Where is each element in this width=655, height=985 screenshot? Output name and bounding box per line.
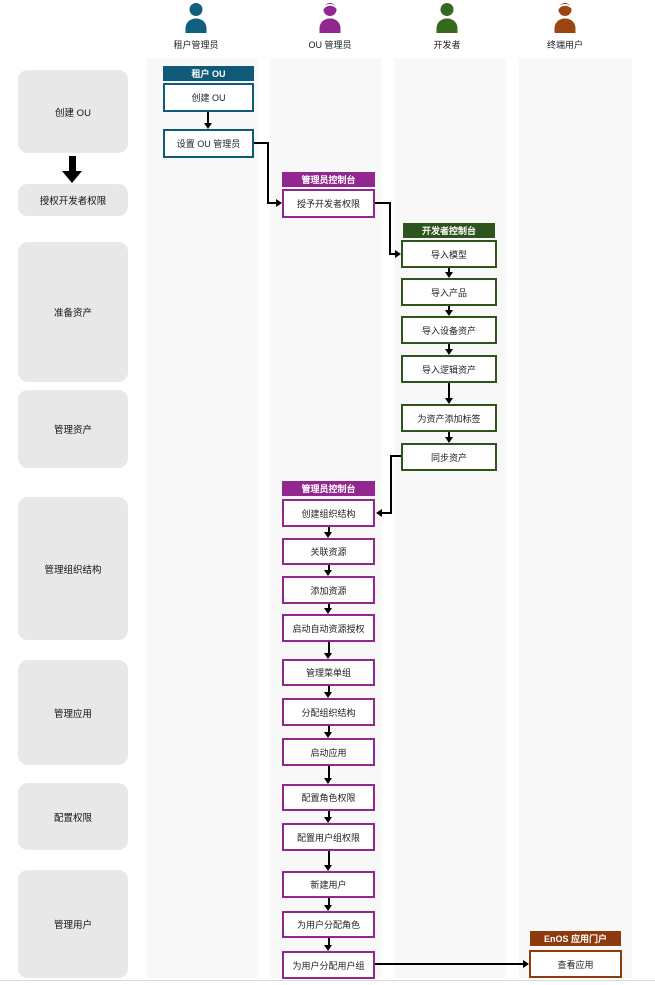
node-add-resources: 添加资源 (282, 576, 375, 604)
flow-arrow (324, 851, 333, 871)
flow-arrow (324, 766, 333, 784)
role-label: OU 管理员 (308, 40, 352, 50)
node-assign-org-structure: 分配组织结构 (282, 698, 375, 726)
stage-manage-apps: 管理应用 (18, 660, 128, 765)
flow-arrow (444, 344, 454, 355)
lane-developer (394, 58, 506, 978)
role-end-user: 终端用户 (525, 2, 605, 51)
flow-arrow (444, 432, 454, 443)
node-sync-assets: 同步资产 (401, 443, 497, 471)
person-icon (183, 2, 209, 34)
connector-segment (382, 512, 392, 514)
flow-arrow (203, 112, 213, 129)
flow-arrow (324, 642, 333, 659)
connector-segment (389, 253, 395, 255)
connector-arrowhead (375, 508, 382, 517)
flow-arrow (324, 565, 333, 576)
connector-arrowhead (394, 249, 401, 258)
node-import-device-assets: 导入设备资产 (401, 316, 497, 344)
stage-manage-assets: 管理资产 (18, 390, 128, 468)
stage-create-ou: 创建 OU (18, 70, 128, 153)
role-tenant-admin: 租户管理员 (156, 2, 236, 51)
stage-manage-org: 管理组织结构 (18, 497, 128, 640)
stage-config-permissions: 配置权限 (18, 783, 128, 850)
node-create-users: 新建用户 (282, 871, 375, 898)
flow-arrow (444, 306, 454, 316)
flow-arrow (324, 726, 333, 738)
node-config-role-permissions: 配置角色权限 (282, 784, 375, 811)
badge-admin-console-main: 管理员控制台 (282, 481, 375, 496)
flow-arrow (324, 938, 333, 951)
node-link-resources: 关联资源 (282, 538, 375, 565)
stage-arrow-icon (62, 156, 83, 183)
node-create-ou: 创建 OU (163, 83, 254, 112)
node-assign-roles-to-users: 为用户分配角色 (282, 911, 375, 938)
node-add-asset-tags: 为资产添加标签 (401, 404, 497, 432)
node-enable-auto-resource-auth: 启动自动资源授权 (282, 614, 375, 642)
connector-segment (390, 455, 392, 514)
flow-arrow (444, 383, 454, 404)
flow-arrow (324, 898, 333, 911)
stage-manage-users: 管理用户 (18, 870, 128, 978)
page-bottom-divider (0, 980, 655, 981)
lane-end-user (519, 58, 632, 978)
role-label: 终端用户 (546, 40, 583, 50)
flow-arrow (324, 527, 333, 538)
connector-segment (267, 142, 269, 204)
connector-segment (375, 202, 391, 204)
connector-segment (389, 202, 391, 255)
node-import-product: 导入产品 (401, 278, 497, 306)
connector-arrowhead (276, 198, 282, 207)
flow-arrow (324, 686, 333, 698)
node-assign-user-groups: 为用户分配用户组 (282, 951, 375, 979)
connector-segment (375, 963, 523, 965)
lane-tenant-admin (147, 58, 258, 978)
role-developer: 开发者 (407, 2, 487, 51)
connector-arrowhead (522, 959, 529, 968)
role-ou-admin: OU 管理员 (290, 2, 370, 51)
flow-arrow (324, 604, 333, 614)
stage-prepare-assets: 准备资产 (18, 242, 128, 382)
flow-arrow (324, 811, 333, 823)
person-icon (552, 2, 578, 34)
connector-segment (254, 142, 269, 144)
node-import-logical-assets: 导入逻辑资产 (401, 355, 497, 383)
node-launch-app: 启动应用 (282, 738, 375, 766)
role-label: 开发者 (433, 40, 461, 50)
person-icon (317, 2, 343, 34)
node-grant-developer-permission: 授予开发者权限 (282, 189, 375, 218)
connector-segment (269, 202, 276, 204)
node-set-ou-admin: 设置 OU 管理员 (163, 129, 254, 158)
stage-grant-developer: 授权开发者权限 (18, 184, 128, 216)
badge-enos-app-portal: EnOS 应用门户 (530, 931, 621, 946)
badge-tenant-ou: 租户 OU (163, 66, 254, 81)
connector-segment (390, 455, 401, 457)
node-create-org-structure: 创建组织结构 (282, 499, 375, 527)
person-icon (434, 2, 460, 34)
node-import-model: 导入模型 (401, 240, 497, 268)
node-config-user-group-permissions: 配置用户组权限 (282, 823, 375, 851)
badge-developer-console: 开发者控制台 (403, 223, 495, 238)
node-view-apps: 查看应用 (529, 950, 622, 978)
flow-arrow (444, 268, 454, 278)
badge-admin-console-upper: 管理员控制台 (282, 172, 375, 187)
role-label: 租户管理员 (173, 40, 219, 50)
node-manage-menu-groups: 管理菜单组 (282, 659, 375, 686)
